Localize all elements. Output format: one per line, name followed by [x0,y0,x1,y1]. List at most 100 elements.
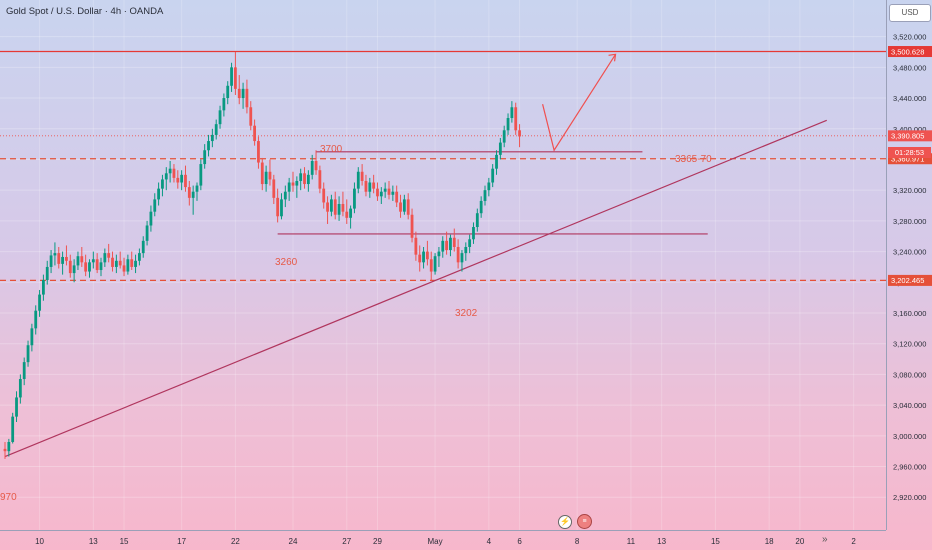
projection-line [542,53,617,152]
candle-body [498,142,502,155]
candle-body [230,67,233,86]
candle-body [333,199,337,215]
candle-body [226,85,230,99]
candlestick-series [3,52,521,459]
candle-body [65,256,68,261]
price-axis[interactable]: 3,520.000 3,480.000 3,440.000 3,400.000 3,36… [886,0,932,530]
currency-selector[interactable]: USD [889,4,931,22]
price-tick-label: 3,440.000 [893,94,926,103]
price-chart[interactable]: 3700 3260 3202 3365-70 970 [0,0,886,530]
candle-body [429,259,433,272]
candle-body [287,182,291,192]
candle-body [126,259,130,272]
candle-body [138,253,141,261]
price-marker-box [888,46,932,58]
candle-body [514,107,518,131]
time-tick-label: 15 [711,537,720,546]
candle-body [161,179,164,189]
candle-body [118,260,122,266]
price-tick-label: 3,520.000 [893,33,926,42]
candle-body [107,253,111,258]
candle-body [184,174,187,188]
candle-body [314,161,318,171]
candle-body [310,161,314,175]
candle-body [249,107,253,126]
candle-body [306,174,310,185]
candle-body [164,173,168,180]
candle-body [372,182,376,189]
trend-drawings[interactable] [4,119,827,458]
candle-body [379,191,383,197]
candle-body [114,260,118,267]
candle-body [68,260,72,274]
candle-body [391,191,395,195]
annotation-970: 970 [0,492,17,503]
candle-body [299,173,303,181]
candle-body [15,397,18,417]
candle-body [376,188,379,197]
candle-body [145,225,149,241]
candle-body [80,256,84,263]
candle-body [38,294,41,311]
price-tick-label: 3,120.000 [893,340,926,349]
time-tick-label: May [428,537,443,546]
candle-body [422,251,425,263]
candle-body [414,237,418,255]
candle-body [141,240,145,254]
candle-body [475,213,479,228]
candle-body [122,265,126,272]
candle-body [280,199,283,217]
time-axis[interactable]: 10 13 15 17 22 24 27 29 May 4 6 8 11 13 15 18 20 2 [0,530,886,550]
candle-body [176,177,180,183]
candle-body [437,251,441,257]
candle-body [356,171,360,189]
candle-body [172,168,176,178]
candle-body [214,124,218,135]
candle-body [395,191,399,203]
bar-countdown: 01:28:53 [888,147,931,158]
candle-body [134,260,137,267]
candle-body [241,88,245,99]
candle-body [53,253,57,256]
time-tick-label: 2 [851,537,856,546]
price-tick-label: 3,480.000 [893,63,926,72]
time-tick-label: 18 [765,537,774,546]
projection-arrowhead [608,53,617,62]
candle-body [495,154,498,169]
candle-body [479,200,483,214]
candle-body [402,199,406,212]
candle-body [264,171,268,185]
candle-body [253,125,256,142]
candle-body [276,197,280,217]
price-tick-label: 3,280.000 [893,217,926,226]
candle-body [210,134,214,142]
time-tick-label: 10 [35,537,44,546]
candle-body [237,88,241,99]
candle-body [103,253,107,263]
symbol-title[interactable]: Gold Spot / U.S. Dollar · 4h · OANDA [6,6,164,17]
candle-body [257,141,260,163]
lightning-icon[interactable]: ⚡ [558,515,572,529]
price-marker-label: 3,390.805 [891,132,924,141]
annotation-3365-70: 3365-70 [675,154,712,165]
candle-body [449,237,452,251]
candle-body [468,239,472,247]
time-tick-label: 24 [289,537,298,546]
candle-body [95,259,99,271]
candle-body [410,214,414,238]
goto-realtime-icon[interactable]: » [822,534,828,545]
candle-body [7,441,11,452]
candle-body [364,180,368,192]
price-markers: 3,500.628 3,390.805 3,360.971 3,202.465 [888,46,932,286]
price-marker-box [888,274,932,286]
candle-body [518,130,521,137]
price-tick-label: 3,080.000 [893,370,926,379]
time-tick-label: 4 [487,537,492,546]
chart-annotations: 3700 3260 3202 3365-70 970 [0,144,712,503]
flag-icon[interactable]: ≡ [577,514,592,529]
candle-body [483,190,487,201]
candle-body [283,191,287,200]
projection-path[interactable] [542,53,617,152]
time-tick-label: 17 [177,537,186,546]
